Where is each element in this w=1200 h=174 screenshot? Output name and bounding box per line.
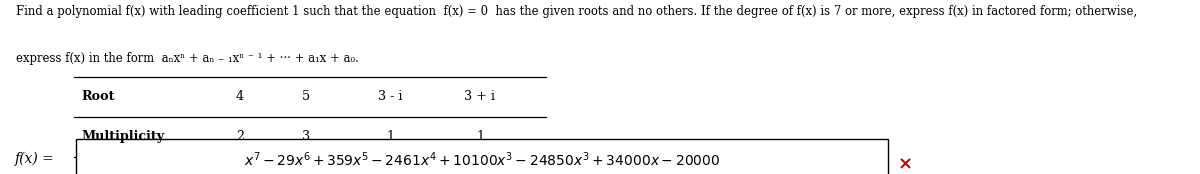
FancyBboxPatch shape: [76, 139, 888, 174]
Text: 2: 2: [236, 130, 244, 143]
Text: f(x) =: f(x) =: [14, 152, 59, 166]
Text: 3: 3: [302, 130, 310, 143]
Text: 1: 1: [476, 130, 484, 143]
Text: 1: 1: [386, 130, 394, 143]
Text: 3 + i: 3 + i: [464, 90, 496, 103]
Text: 5: 5: [302, 90, 310, 103]
Text: ×: ×: [898, 155, 913, 173]
Text: express f(x) in the form  aₙxⁿ + aₙ ₋ ₁xⁿ ⁻ ¹ + ··· + a₁x + a₀.: express f(x) in the form aₙxⁿ + aₙ ₋ ₁xⁿ…: [16, 52, 359, 65]
Text: 3 - i: 3 - i: [378, 90, 402, 103]
Text: Find a polynomial f(x) with leading coefficient 1 such that the equation  f(x) =: Find a polynomial f(x) with leading coef…: [16, 5, 1136, 18]
Text: Root: Root: [82, 90, 115, 103]
Text: Multiplicity: Multiplicity: [82, 130, 164, 143]
Text: $x^7 - 29x^6 + 359x^5 - 2461x^4 + 10100x^3 - 24850x^3 + 34000x - 20000$: $x^7 - 29x^6 + 359x^5 - 2461x^4 + 10100x…: [244, 150, 720, 168]
Text: 4: 4: [236, 90, 244, 103]
